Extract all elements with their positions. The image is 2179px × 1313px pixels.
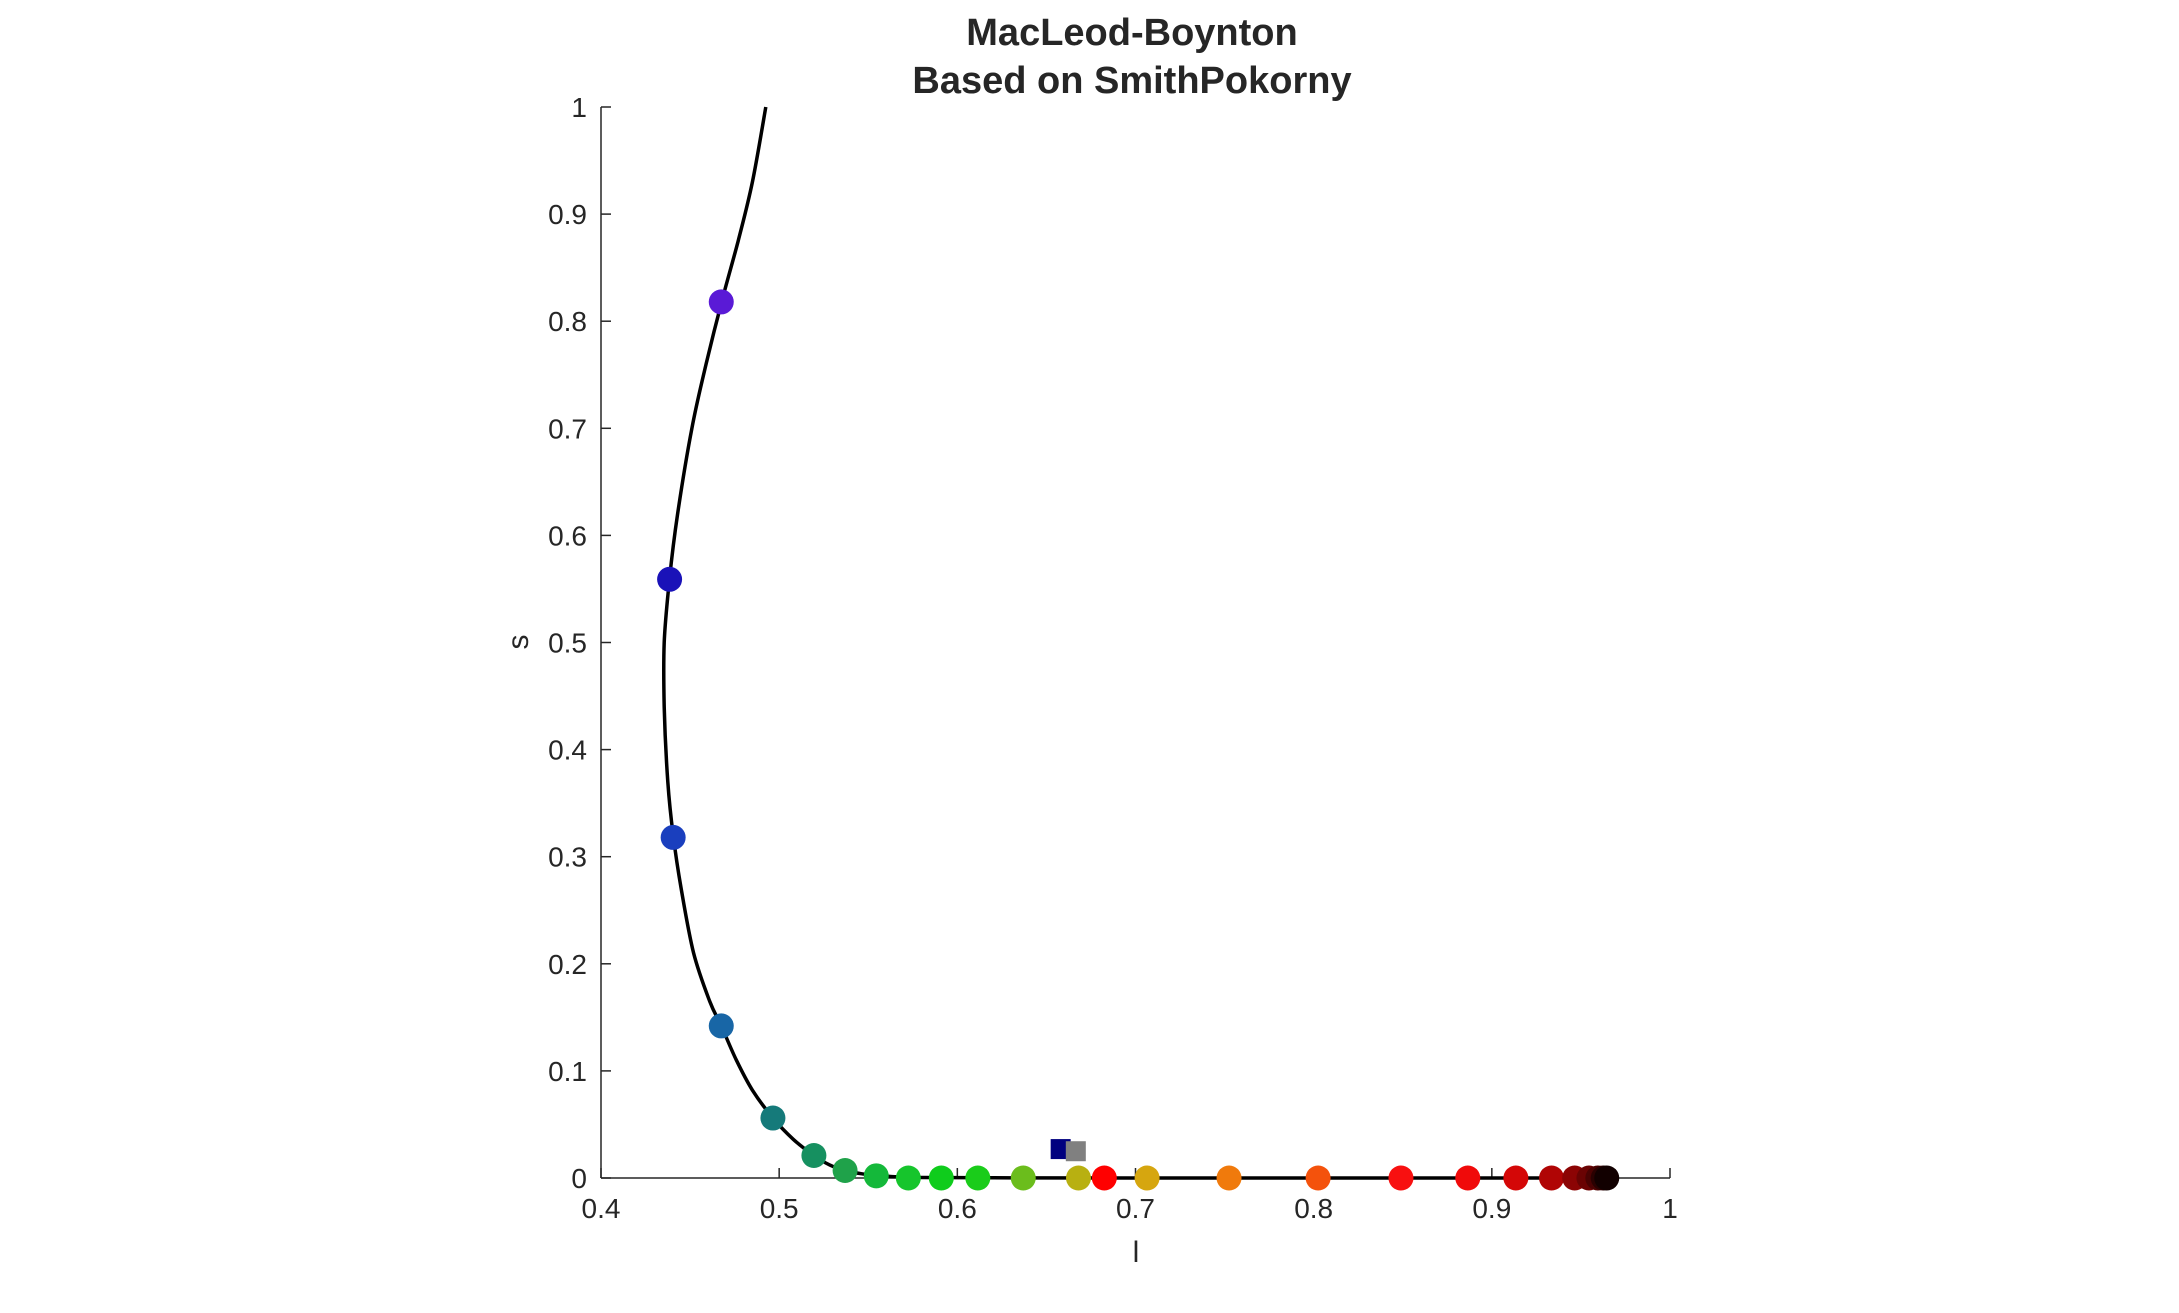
x-ticks: 0.4 0.5 0.6 0.7 0.8 0.9 1 <box>582 1168 1678 1224</box>
circle-marker <box>1134 1165 1160 1191</box>
circle-marker <box>708 289 734 315</box>
circle-marker <box>1594 1165 1620 1191</box>
x-tick-label: 0.8 <box>1294 1193 1333 1224</box>
x-tick-label: 0.9 <box>1472 1193 1511 1224</box>
y-tick-label: 0.9 <box>548 199 587 230</box>
x-axis-label: l <box>1133 1236 1140 1269</box>
y-tick-label: 0.5 <box>548 628 587 659</box>
circle-marker <box>1216 1165 1242 1191</box>
y-tick-label: 0.1 <box>548 1056 587 1087</box>
circle-marker <box>708 1013 734 1039</box>
data-markers <box>657 289 1620 1191</box>
circle-marker <box>832 1158 858 1184</box>
y-tick-label: 0.7 <box>548 413 587 444</box>
circle-marker <box>1305 1165 1331 1191</box>
circle-marker <box>1503 1165 1529 1191</box>
chart-title-line-1: MacLeod-Boynton <box>966 12 1297 54</box>
y-tick-label: 0.2 <box>548 949 587 980</box>
circle-marker <box>801 1143 827 1169</box>
x-tick-label: 0.4 <box>582 1193 621 1224</box>
circle-marker <box>657 566 683 592</box>
x-tick-label: 1 <box>1662 1193 1678 1224</box>
circle-marker <box>1388 1165 1414 1191</box>
square-marker <box>1065 1141 1086 1162</box>
circle-marker <box>660 824 686 850</box>
circle-marker <box>863 1163 889 1189</box>
circle-marker <box>1455 1165 1481 1191</box>
y-axis-label: s <box>502 635 535 650</box>
plot-axes <box>600 107 1670 1179</box>
x-tick-label: 0.7 <box>1116 1193 1155 1224</box>
circle-marker <box>928 1165 954 1191</box>
square-marker <box>1050 1139 1071 1160</box>
y-tick-label: 0.3 <box>548 842 587 873</box>
circle-marker <box>965 1165 991 1191</box>
chart-title-line-2: Based on SmithPokorny <box>912 60 1351 102</box>
circle-marker <box>760 1105 786 1131</box>
y-tick-label: 0.8 <box>548 306 587 337</box>
y-tick-label: 1 <box>571 92 587 123</box>
circle-marker <box>1065 1165 1091 1191</box>
y-tick-label: 0.4 <box>548 735 587 766</box>
circle-marker <box>1091 1165 1117 1191</box>
circle-marker <box>895 1165 921 1191</box>
y-ticks: 0 0.1 0.2 0.3 0.4 0.5 0.6 0.7 0.8 0.9 1 <box>548 92 611 1194</box>
x-tick-label: 0.6 <box>938 1193 977 1224</box>
circle-marker <box>1010 1165 1036 1191</box>
y-tick-label: 0.6 <box>548 520 587 551</box>
spectrum-locus-line <box>661 106 1608 1180</box>
circle-marker <box>1539 1165 1565 1191</box>
y-tick-label: 0 <box>571 1163 587 1194</box>
x-tick-label: 0.5 <box>760 1193 799 1224</box>
